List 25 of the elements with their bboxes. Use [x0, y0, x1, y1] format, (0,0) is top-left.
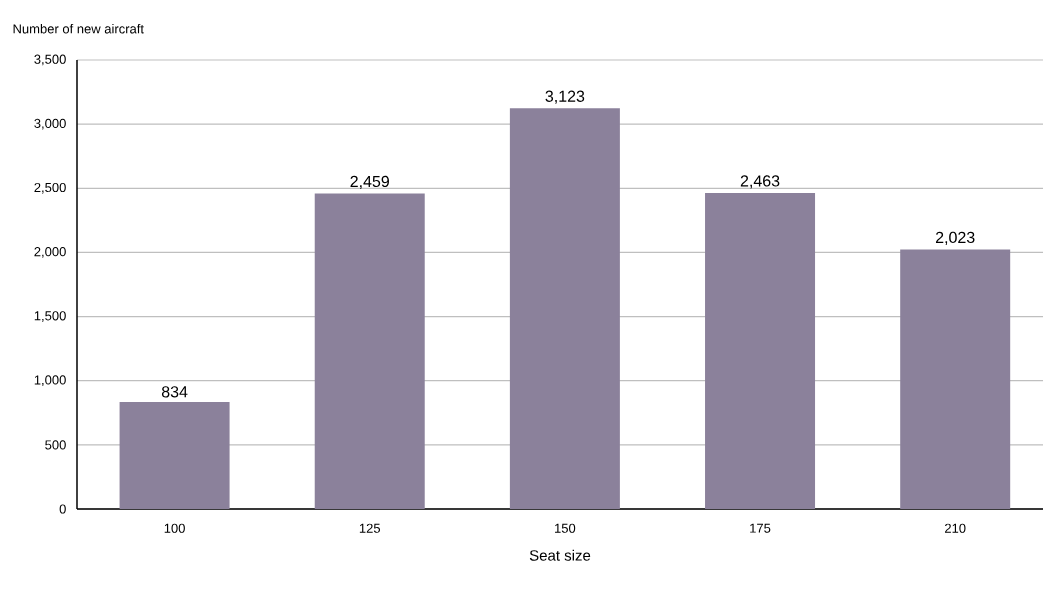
- data-label: 834: [161, 386, 188, 398]
- bar: [314, 193, 425, 509]
- x-tick-label: 100: [164, 523, 185, 533]
- data-label: 2,463: [740, 175, 780, 189]
- bar: [119, 402, 230, 509]
- y-tick-label: 2,000: [34, 247, 66, 258]
- y-axis-title: Number of new aircraft: [13, 23, 144, 34]
- y-tick-label: 0: [59, 504, 66, 514]
- y-tick-label: 500: [45, 440, 66, 450]
- y-tick-label: 1,000: [34, 375, 66, 387]
- x-tick-label: 125: [359, 523, 381, 533]
- y-tick-label: 2,500: [34, 182, 66, 194]
- bar: [509, 108, 620, 509]
- y-tick-label: 1,500: [34, 311, 66, 322]
- data-label: 3,123: [545, 90, 585, 104]
- x-tick-label: 210: [945, 523, 966, 533]
- bar: [705, 193, 816, 509]
- bar: [900, 249, 1011, 509]
- data-label: 2,459: [350, 175, 389, 190]
- x-tick-label: 150: [555, 523, 576, 533]
- y-tick-label: 3,500: [34, 54, 66, 66]
- y-tick-label: 3,000: [34, 118, 66, 130]
- data-label: 2,023: [935, 231, 975, 245]
- x-tick-label: 175: [750, 523, 771, 533]
- x-axis-title: Seat size: [529, 549, 591, 561]
